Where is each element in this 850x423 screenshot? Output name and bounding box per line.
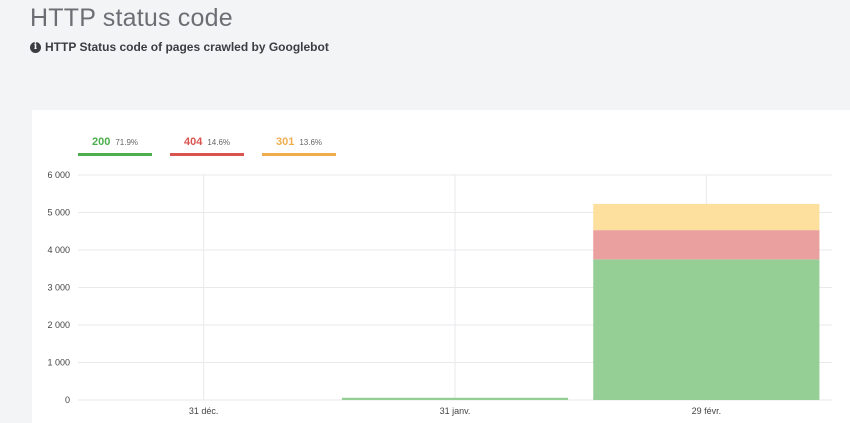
bar-200[interactable] bbox=[593, 259, 820, 400]
legend-code: 404 bbox=[184, 136, 203, 148]
y-tick-label: 2 000 bbox=[47, 320, 70, 330]
legend: 200 71.9% 404 14.6% 301 13.6% bbox=[78, 132, 336, 156]
bar-layer bbox=[341, 203, 820, 400]
y-tick-label: 6 000 bbox=[47, 170, 70, 180]
legend-item-301[interactable]: 301 13.6% bbox=[262, 132, 336, 156]
bar-301[interactable] bbox=[593, 203, 820, 231]
y-tick-label: 0 bbox=[65, 395, 70, 405]
grid-layer bbox=[78, 174, 832, 401]
y-tick-label: 1 000 bbox=[47, 358, 70, 368]
y-axis-ticks: 0 1 000 2 000 3 000 4 000 5 000 6 000 bbox=[47, 170, 70, 405]
info-circle-icon: i bbox=[30, 41, 41, 53]
legend-percent: 71.9% bbox=[115, 138, 139, 147]
x-tick-label: 31 janv. bbox=[440, 406, 471, 416]
y-tick-label: 5 000 bbox=[47, 208, 70, 218]
page-title: HTTP status code bbox=[30, 4, 233, 32]
y-tick-label: 3 000 bbox=[47, 283, 70, 293]
legend-code: 301 bbox=[276, 136, 295, 148]
x-tick-label: 29 févr. bbox=[692, 406, 722, 416]
bar-200[interactable] bbox=[341, 397, 569, 400]
page-subtitle: i HTTP Status code of pages crawled by G… bbox=[30, 40, 329, 54]
legend-code: 200 bbox=[92, 136, 111, 148]
subtitle-text: HTTP Status code of pages crawled by Goo… bbox=[45, 40, 329, 54]
legend-percent: 14.6% bbox=[207, 138, 231, 147]
x-axis-ticks: 31 déc. 31 janv. 29 févr. bbox=[189, 406, 721, 416]
x-tick-label: 31 déc. bbox=[189, 406, 219, 416]
y-tick-label: 4 000 bbox=[47, 245, 70, 255]
legend-item-404[interactable]: 404 14.6% bbox=[170, 132, 244, 156]
legend-item-200[interactable]: 200 71.9% bbox=[78, 132, 152, 156]
legend-percent: 13.6% bbox=[299, 138, 323, 147]
bar-404[interactable] bbox=[593, 230, 820, 260]
